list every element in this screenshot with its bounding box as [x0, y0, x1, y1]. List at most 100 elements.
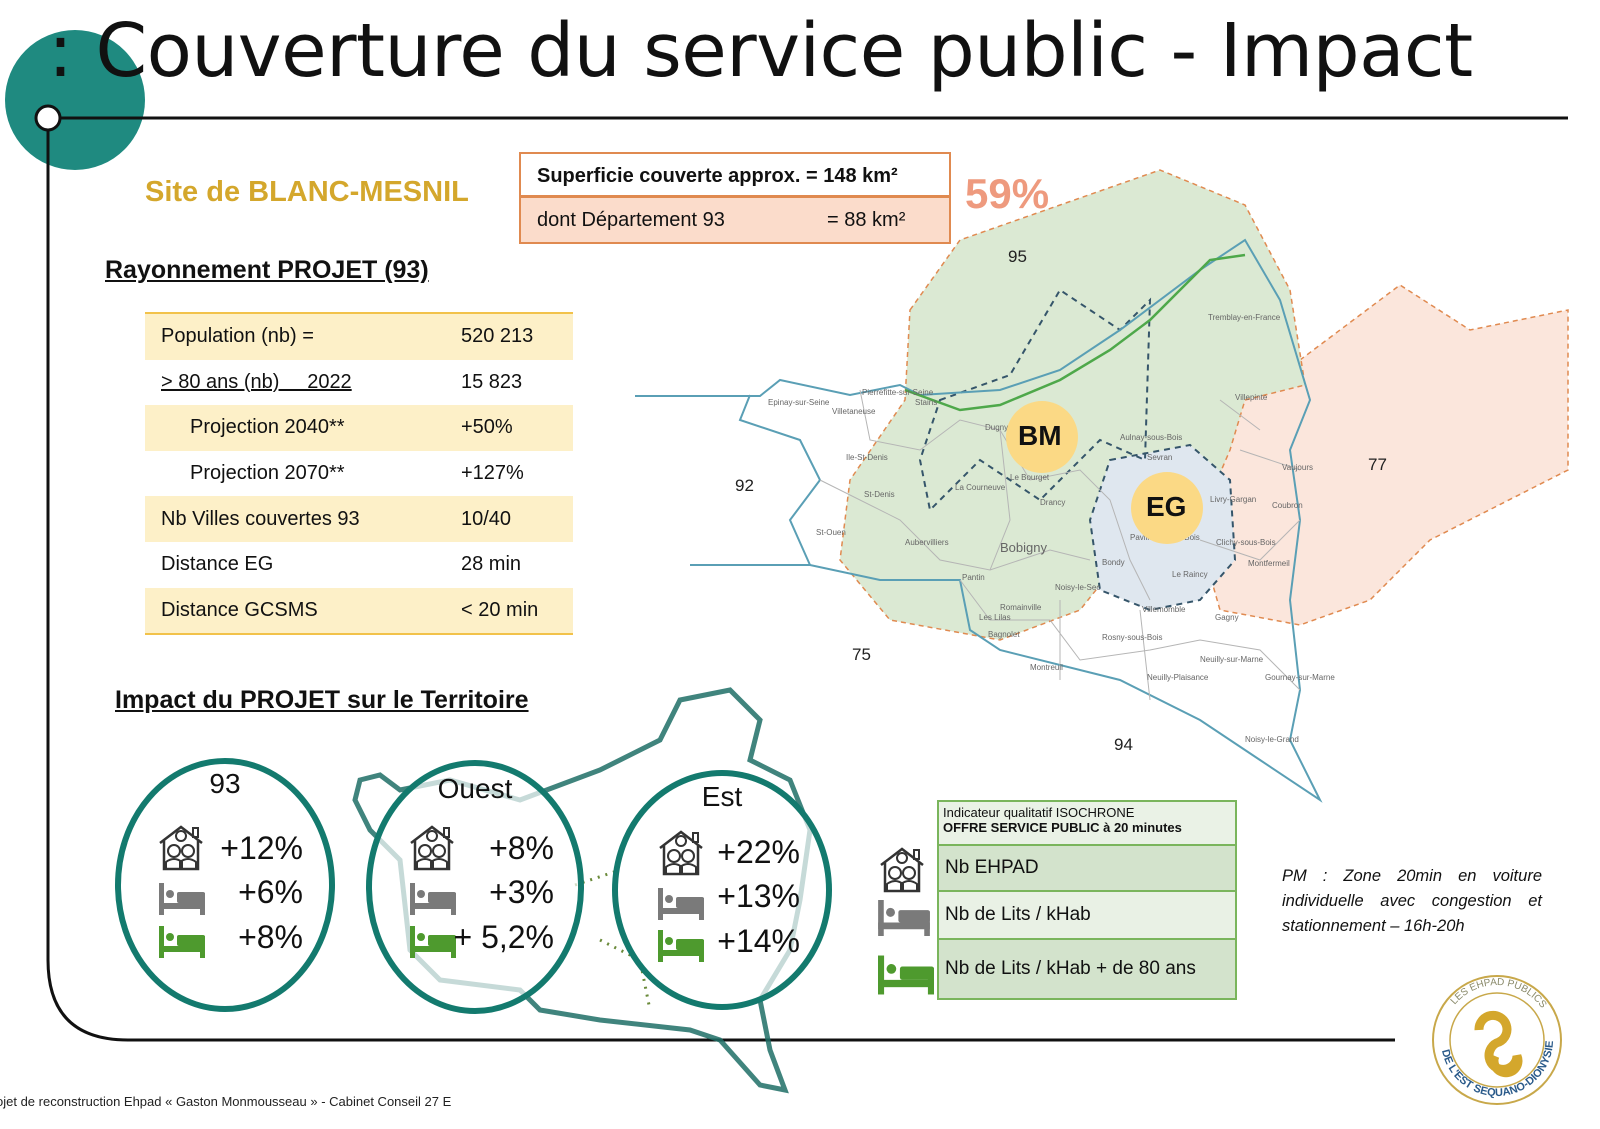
superficie-93-label: dont Département 93	[537, 209, 725, 231]
zone-est-title: Est	[701, 781, 743, 812]
frame-line	[46, 118, 1395, 1042]
city-label: Pantin	[962, 573, 985, 582]
zone-est-lits80: +14%	[717, 923, 800, 959]
legend-header-title: Indicateur qualitatif ISOCHRONE	[943, 805, 1135, 820]
rayonnement-table: Population (nb) = 520 213 > 80 ans (nb) 2…	[145, 312, 573, 636]
zone-est-ehpad: +22%	[717, 834, 800, 870]
dept-93-west	[738, 394, 822, 566]
table-row: Nb Villes couvertes 93 10/40	[145, 496, 573, 542]
city-label: Stains	[915, 398, 937, 407]
zone-93-title: 93	[209, 768, 241, 799]
site-bm-label: BM	[1018, 420, 1062, 451]
city-label: Le Bourget	[1010, 473, 1050, 482]
row-label: Distance GCSMS	[161, 598, 318, 621]
zone-ouest-lits: +3%	[489, 874, 554, 910]
city-label: Romainville	[1000, 603, 1042, 612]
footer-text: ojet de reconstruction Ehpad « Gaston Mo…	[0, 1094, 452, 1109]
city-label: Clichy-sous-Bois	[1216, 538, 1276, 547]
table-row: Projection 2070** +127%	[145, 451, 573, 497]
city-label: Villemomble	[1142, 605, 1186, 614]
city-label: Ile-St-Denis	[846, 453, 888, 462]
superficie-box: Superficie couverte approx. = 148 km² do…	[519, 152, 951, 244]
city-label: Vaujours	[1282, 463, 1313, 472]
city-label: Le Raincy	[1172, 570, 1208, 579]
city-label: Montfermeil	[1248, 559, 1290, 568]
site-name: Site de BLANC-MESNIL	[145, 176, 469, 208]
site-eg-marker	[1131, 472, 1203, 544]
city-label: Drancy	[1040, 498, 1065, 507]
city-label: Tremblay-en-France	[1208, 313, 1281, 322]
site-eg-label: EG	[1146, 491, 1187, 522]
city-label: Noisy-le-Sec	[1055, 583, 1100, 592]
row-value: 15 823	[461, 370, 523, 393]
zone-ouest-lits80: + 5,2%	[453, 919, 554, 955]
city-label: Dugny	[985, 423, 1008, 432]
city-label: Les Lilas	[979, 613, 1011, 622]
row-value: 28 min	[461, 553, 522, 576]
table-row: Distance GCSMS < 20 min	[145, 587, 573, 634]
city-label: La Courneuve	[955, 483, 1006, 492]
map-label-95: 95	[1008, 247, 1027, 266]
map-label-92: 92	[735, 476, 754, 495]
row-label: Nb Villes couvertes 93	[161, 507, 360, 530]
legend-header-subtitle: OFFRE SERVICE PUBLIC à 20 minutes	[943, 820, 1182, 835]
legend-item-lits80: Nb de Lits / kHab + de 80 ans	[939, 940, 1235, 998]
city-label: Bondy	[1102, 558, 1125, 567]
isochrone-legend: Indicateur qualitatif ISOCHRONE OFFRE SE…	[937, 800, 1237, 1000]
rayonnement-heading: Rayonnement PROJET (93)	[105, 256, 429, 284]
map: Epinay-sur-Seine Villetaneuse Pierrefitt…	[635, 169, 1569, 803]
row-label: > 80 ans (nb) 2022	[161, 370, 352, 393]
row-value: 10/40	[461, 507, 512, 530]
city-label: Bagnolet	[988, 630, 1020, 639]
city-label: Pierrefitte-sur-Seine	[862, 388, 934, 397]
page-title: : Couverture du service public - Impact	[48, 8, 1473, 94]
timeline-node	[34, 104, 62, 132]
zone-93-lits80: +8%	[238, 919, 303, 955]
zone-93-lits: +6%	[238, 874, 303, 910]
map-label-94: 94	[1114, 735, 1133, 754]
logo: LES EHPAD PUBLICS DE L'EST SEQUANO-DIONY…	[1432, 975, 1562, 1105]
city-label: Villepinte	[1235, 393, 1268, 402]
superficie-total: Superficie couverte approx. = 148 km²	[521, 154, 949, 198]
table-row: Distance EG 28 min	[145, 542, 573, 588]
city-label: Gagny	[1215, 613, 1239, 622]
city-label: Neuilly-Plaisance	[1147, 673, 1209, 682]
city-label: Epinay-sur-Seine	[768, 398, 830, 407]
row-value: 520 213	[461, 325, 534, 348]
site-bm-marker	[1006, 401, 1078, 473]
city-label: Sevran	[1147, 453, 1172, 462]
row-label: Projection 2040**	[190, 416, 345, 439]
row-value: +127%	[461, 462, 524, 485]
city-label: St-Denis	[864, 490, 895, 499]
legend-item-ehpad: Nb EHPAD	[939, 846, 1235, 892]
superficie-93: dont Département 93 = 88 km²	[521, 198, 949, 242]
map-label-77: 77	[1368, 455, 1387, 474]
row-value: < 20 min	[461, 598, 539, 621]
zone-ouest-title: Ouest	[437, 773, 513, 804]
teal-corner-circle	[5, 30, 145, 170]
commune-borders	[819, 389, 1301, 701]
table-row: Population (nb) = 520 213	[145, 314, 573, 360]
zone-ouest-ehpad: +8%	[489, 830, 554, 866]
table-row: Projection 2040** +50%	[145, 405, 573, 451]
city-label: Coubron	[1272, 501, 1303, 510]
city-label: Bobigny	[1000, 540, 1047, 555]
dept-93-boundary	[635, 238, 1323, 803]
city-label: Gournay-sur-Marne	[1265, 673, 1335, 682]
coverage-percent: 59%	[965, 170, 1050, 217]
city-label: Noisy-le-Grand	[1245, 735, 1299, 744]
map-zone-bm	[918, 288, 1152, 513]
legend-bed-green-icon	[878, 955, 934, 995]
row-label: Population (nb) =	[161, 325, 314, 348]
row-label: Projection 2070**	[190, 462, 345, 485]
city-label: Neuilly-sur-Marne	[1200, 655, 1264, 664]
zone-93-ehpad: +12%	[220, 830, 303, 866]
row-label: Distance EG	[161, 553, 274, 576]
legend-item-lits: Nb de Lits / kHab	[939, 892, 1235, 940]
city-label: Aubervilliers	[905, 538, 949, 547]
impact-heading: Impact du PROJET sur le Territoire	[115, 686, 529, 714]
city-label: Aulnay-sous-Bois	[1120, 433, 1182, 442]
city-label: Montreuil	[1030, 663, 1063, 672]
superficie-93-value: = 88 km²	[827, 209, 906, 231]
green-line	[904, 253, 1246, 412]
